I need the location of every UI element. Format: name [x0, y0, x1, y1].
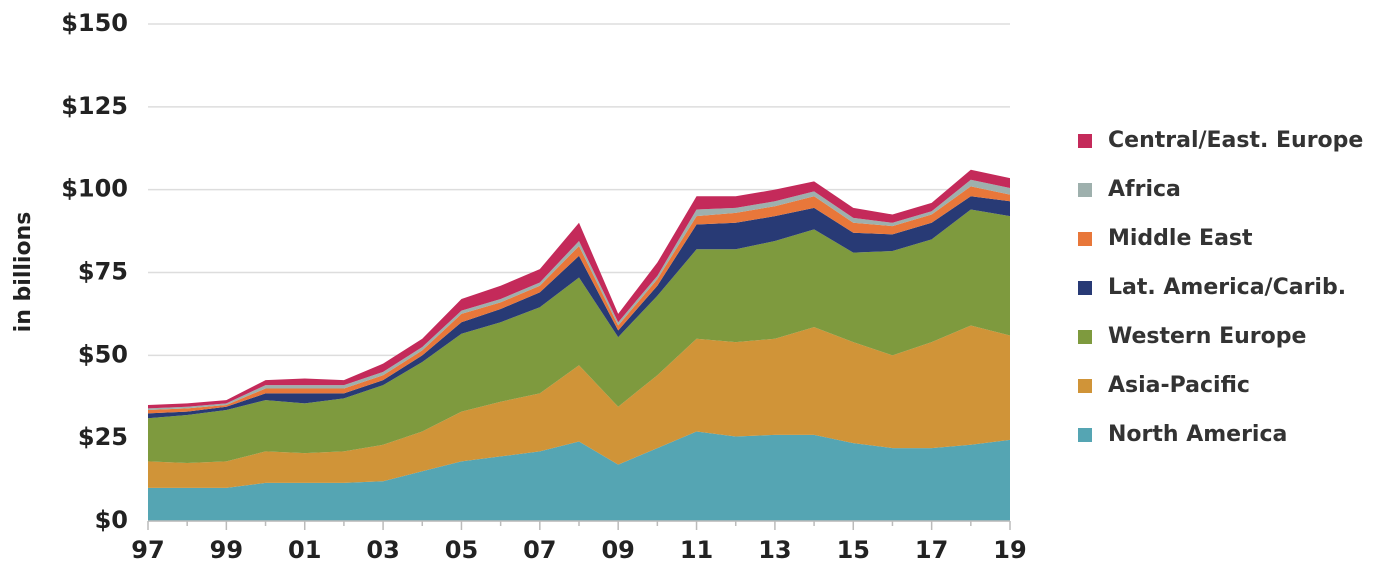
- legend-swatch: [1078, 183, 1092, 197]
- x-tick-label: 07: [523, 536, 556, 564]
- x-tick-label: 19: [993, 536, 1026, 564]
- legend-label: Central/East. Europe: [1108, 128, 1363, 153]
- x-tick-label: 09: [601, 536, 634, 564]
- legend-swatch: [1078, 428, 1092, 442]
- legend-swatch: [1078, 281, 1092, 295]
- x-tick-label: 01: [288, 536, 321, 564]
- area: [148, 325, 1010, 488]
- legend-label: Africa: [1108, 177, 1181, 202]
- legend-swatch: [1078, 379, 1092, 393]
- y-axis-label: in billions: [11, 212, 36, 333]
- x-tick-label: 97: [131, 536, 164, 564]
- y-tick-label: $25: [78, 423, 128, 451]
- legend-label: Middle East: [1108, 226, 1253, 251]
- y-tick-label: $125: [61, 92, 128, 120]
- legend-swatch: [1078, 134, 1092, 148]
- legend-label: Lat. America/Carib.: [1108, 275, 1346, 300]
- legend-swatch: [1078, 330, 1092, 344]
- legend-swatch: [1078, 232, 1092, 246]
- legend-label: Asia-Pacific: [1108, 373, 1250, 398]
- legend-label: North America: [1108, 422, 1287, 447]
- x-tick-label: 99: [210, 536, 243, 564]
- y-tick-label: $0: [95, 506, 128, 534]
- y-tick-label: $50: [78, 340, 128, 368]
- x-tick-label: 17: [915, 536, 948, 564]
- x-tick-label: 05: [445, 536, 478, 564]
- area: [148, 431, 1010, 521]
- x-tick-label: 13: [758, 536, 791, 564]
- x-tick-label: 11: [680, 536, 713, 564]
- y-tick-label: $150: [61, 9, 128, 37]
- x-tick-label: 15: [837, 536, 870, 564]
- y-tick-label: $75: [78, 258, 128, 286]
- x-tick-label: 03: [366, 536, 399, 564]
- y-tick-label: $100: [61, 175, 128, 203]
- area: [148, 209, 1010, 464]
- legend-label: Western Europe: [1108, 324, 1306, 349]
